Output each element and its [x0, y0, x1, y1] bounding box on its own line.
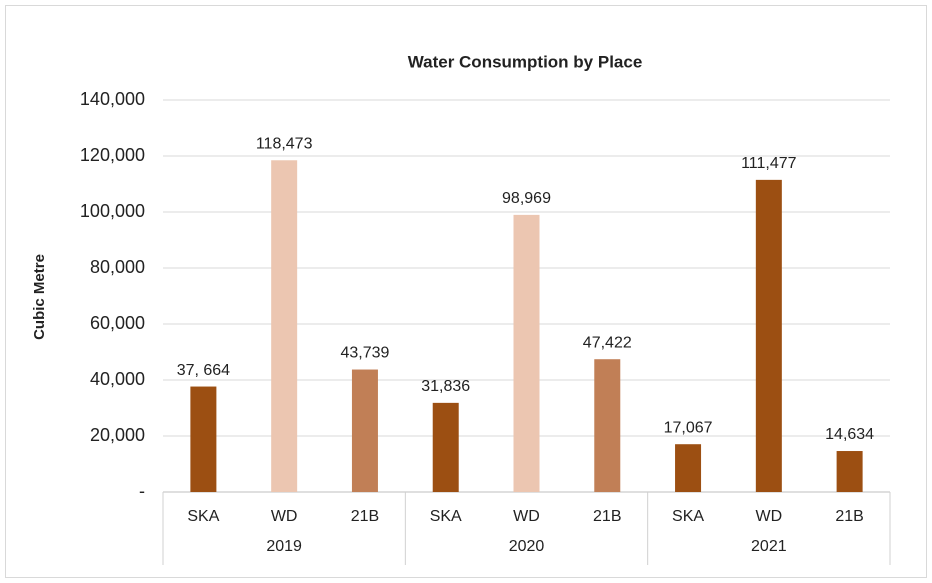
data-label: 37, 664 [177, 362, 230, 379]
bar [513, 214, 540, 493]
data-label: 31,836 [421, 378, 470, 395]
y-tick-label: 140,000 [80, 89, 145, 109]
y-tick-label: 100,000 [80, 201, 145, 221]
y-tick-label: 120,000 [80, 145, 145, 165]
data-label: 118,473 [256, 135, 313, 152]
chart-title: Water Consumption by Place [408, 52, 643, 71]
group-label: 2020 [509, 538, 545, 555]
y-tick-label: 80,000 [90, 257, 145, 277]
x-tick-label: 21B [351, 508, 379, 525]
data-label: 14,634 [825, 426, 874, 443]
bar [755, 179, 782, 493]
y-tick-label: - [139, 481, 145, 501]
data-label: 17,067 [664, 419, 713, 436]
y-tick-label: 40,000 [90, 369, 145, 389]
data-label: 47,422 [583, 334, 632, 351]
data-label: 43,739 [340, 345, 389, 362]
bar [675, 444, 702, 492]
bar [190, 386, 217, 492]
bar [271, 160, 298, 492]
group-label: 2019 [266, 538, 302, 555]
data-label: 111,477 [741, 155, 797, 172]
bar [432, 402, 459, 492]
x-tick-label: WD [756, 508, 783, 525]
bar [836, 451, 863, 492]
data-label: 98,969 [502, 190, 551, 207]
x-tick-label: SKA [187, 508, 219, 525]
y-tick-label: 60,000 [90, 313, 145, 333]
y-tick-label: 20,000 [90, 425, 145, 445]
x-tick-label: SKA [430, 508, 462, 525]
x-tick-label: WD [271, 508, 298, 525]
group-label: 2021 [751, 538, 787, 555]
x-tick-label: 21B [593, 508, 621, 525]
y-axis-title: Cubic Metre [31, 254, 48, 340]
x-tick-label: 21B [835, 508, 863, 525]
bar [594, 359, 621, 492]
x-tick-label: WD [513, 508, 540, 525]
x-tick-label: SKA [672, 508, 704, 525]
bar [351, 369, 378, 492]
